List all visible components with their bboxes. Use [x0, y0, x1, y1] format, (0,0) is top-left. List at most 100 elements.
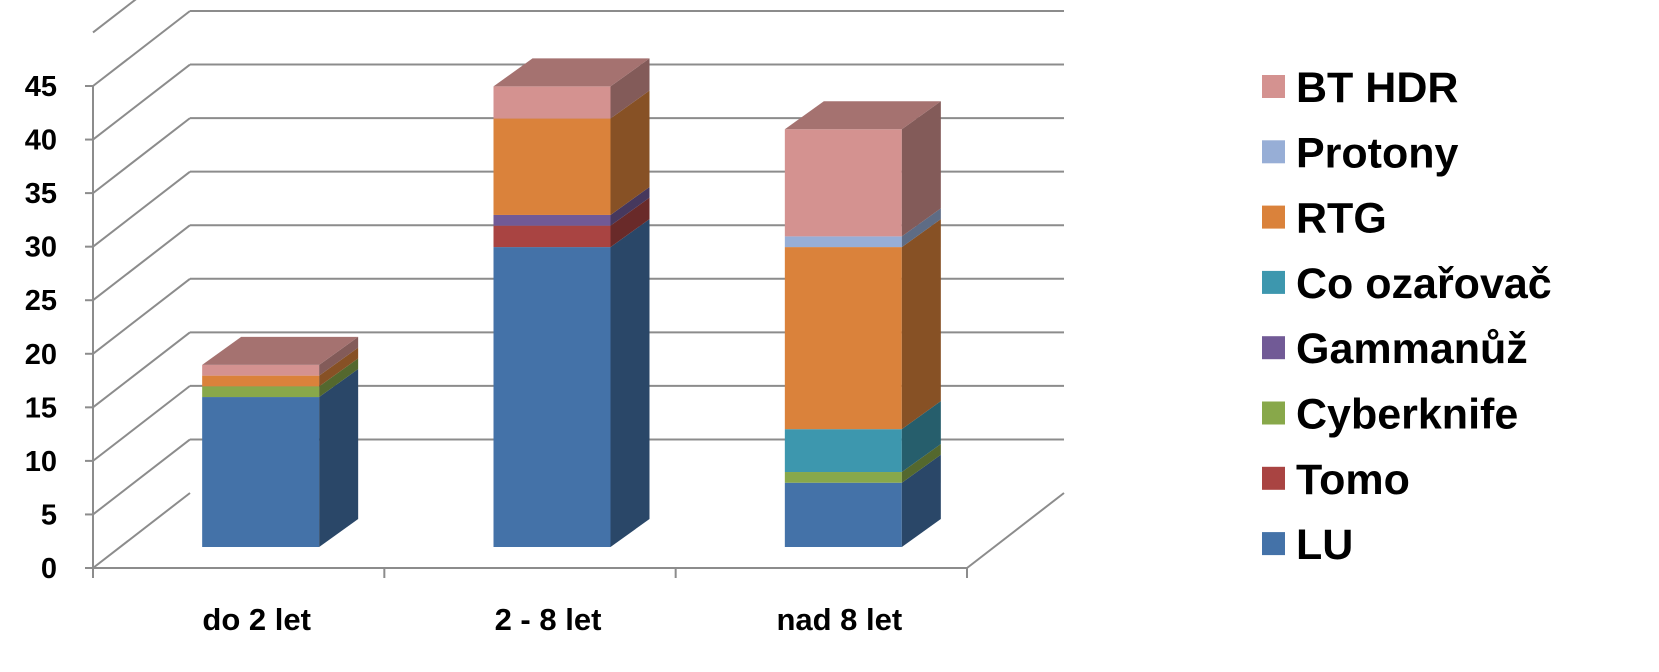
wall-gridline — [92, 170, 191, 248]
x-category-label: nad 8 let — [776, 602, 902, 637]
bar-segment — [784, 444, 941, 483]
bar-front — [784, 236, 902, 248]
bar-front — [493, 118, 611, 215]
y-tick-label: 20 — [25, 339, 57, 371]
y-tick-label: 15 — [25, 392, 57, 424]
bar-front — [493, 86, 611, 119]
legend-item: Gammanůž — [1262, 325, 1528, 373]
legend-item: Cyberknife — [1262, 391, 1518, 439]
legend-label: Co ozařovač — [1296, 260, 1552, 308]
legend-label: Tomo — [1296, 456, 1410, 504]
bar-side — [610, 90, 650, 215]
legend-label: LU — [1296, 521, 1353, 569]
bar-top — [202, 336, 359, 365]
bar-segment — [202, 347, 359, 387]
x-category-label: 2 - 8 let — [495, 602, 602, 637]
bar-segment — [202, 369, 359, 547]
bar-front — [202, 364, 320, 376]
wall-gridline — [92, 277, 191, 355]
bar-front — [202, 386, 320, 398]
bar-side — [901, 454, 941, 547]
bar-side — [901, 401, 941, 473]
y-axis-tick-labels: 0 5 10 15 20 25 30 35 40 45 — [25, 71, 57, 585]
legend-item: RTG — [1262, 195, 1387, 243]
wall-gridline — [92, 63, 191, 141]
legend-item: LU — [1262, 521, 1353, 569]
bar-segment — [202, 336, 359, 376]
legend-swatch — [1262, 532, 1285, 556]
bar-segment — [493, 58, 650, 119]
y-tick-label: 10 — [25, 446, 57, 478]
legend-swatch — [1262, 466, 1285, 490]
bar-segment — [784, 219, 941, 430]
wall-gridline — [92, 438, 191, 516]
bar-side — [901, 101, 941, 237]
bar-top — [493, 58, 650, 87]
legend-swatch — [1262, 140, 1285, 164]
bar-segment — [202, 358, 359, 398]
wall-gridline — [92, 117, 191, 194]
bar-side — [610, 219, 650, 548]
bar-segment — [784, 454, 941, 547]
bar-segment — [493, 219, 650, 548]
bar-top — [784, 101, 941, 130]
legend-swatch — [1262, 75, 1285, 98]
bar-front — [784, 247, 902, 430]
bar-front — [784, 429, 902, 473]
floor-edge — [966, 492, 1065, 569]
bar-front — [493, 225, 611, 248]
bar-front — [784, 472, 902, 483]
wall-gridline — [92, 0, 137, 34]
bars — [202, 58, 941, 548]
bar-side — [319, 358, 359, 398]
y-tick-label: 35 — [25, 178, 57, 210]
x-axis-category-labels: do 2 let 2 - 8 let nad 8 let — [202, 602, 902, 637]
wall-gridline — [92, 385, 191, 462]
y-tick-label: 30 — [25, 232, 57, 264]
legend-label: Protony — [1296, 129, 1459, 177]
wall-gridline — [92, 10, 191, 87]
wall-gridline — [92, 224, 191, 302]
legend: BT HDR Protony RTG Co ozařovač Gammanůž Cyber… — [1262, 64, 1552, 569]
y-tick-label: 0 — [41, 553, 57, 585]
legend-label: Gammanůž — [1296, 325, 1528, 373]
legend-item: Co ozařovač — [1262, 260, 1552, 308]
wall-gridline — [92, 492, 191, 569]
bar-segment — [493, 90, 650, 215]
y-tick-label: 40 — [25, 125, 57, 157]
bar-side — [610, 197, 650, 248]
x-category-label: do 2 let — [202, 602, 311, 637]
bar-front — [784, 129, 902, 237]
y-tick-label: 5 — [41, 499, 57, 531]
bar-side — [319, 347, 359, 387]
bar-side — [901, 208, 941, 248]
legend-label: BT HDR — [1296, 64, 1458, 112]
y-tick-label: 25 — [25, 285, 57, 317]
bar-segment — [784, 401, 941, 473]
bar-side — [319, 336, 359, 376]
bar-segment — [493, 186, 650, 226]
bar-front — [202, 375, 320, 387]
bar-front — [493, 214, 611, 226]
wall-gridline — [92, 331, 191, 409]
bar-segment — [784, 208, 941, 248]
legend-swatch — [1262, 205, 1285, 229]
bar-side — [901, 444, 941, 483]
legend-item: Protony — [1262, 129, 1459, 177]
y-tick-label: 45 — [25, 71, 57, 103]
legend-label: RTG — [1296, 195, 1387, 243]
bar-segment — [493, 197, 650, 248]
bar-front — [784, 482, 902, 547]
legend-swatch — [1262, 270, 1285, 294]
legend-swatch — [1262, 401, 1285, 425]
bar-side — [901, 219, 941, 430]
legend-swatch — [1262, 336, 1285, 360]
legend-item: BT HDR — [1262, 64, 1458, 112]
legend-item: Tomo — [1262, 456, 1410, 504]
bar-front — [493, 247, 611, 548]
bar-side — [610, 186, 650, 226]
bar-segment — [784, 101, 941, 237]
bar-side — [319, 369, 359, 547]
bar-front — [202, 397, 320, 547]
